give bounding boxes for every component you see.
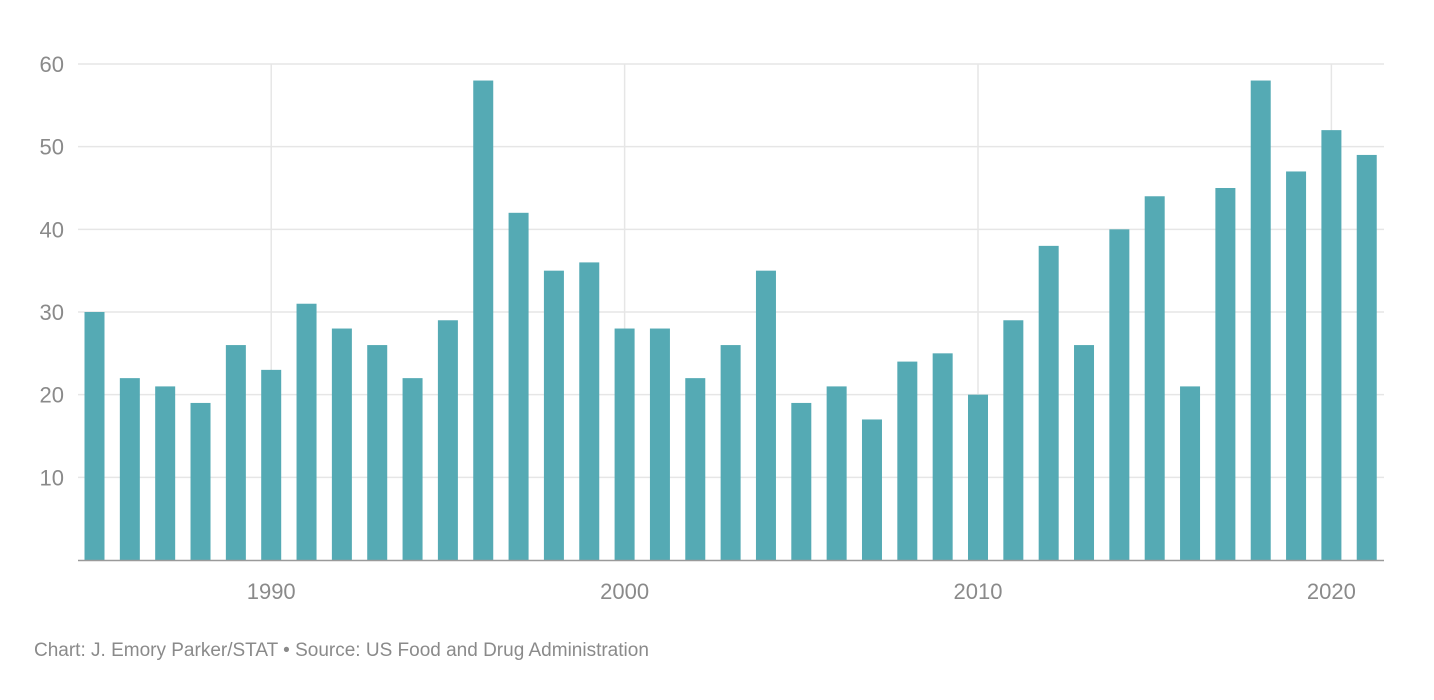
x-tick-label: 2010	[954, 579, 1003, 604]
bar-2021	[1356, 154, 1377, 560]
x-tick-label: 1990	[247, 579, 296, 604]
y-tick-label: 50	[40, 135, 64, 160]
bar-2005	[791, 402, 812, 560]
bar-2003	[720, 345, 741, 560]
bar-1986	[119, 378, 140, 560]
x-tick-label: 2000	[600, 579, 649, 604]
y-tick-label: 30	[40, 300, 64, 325]
bar-2001	[649, 328, 670, 560]
bar-2016	[1180, 386, 1201, 560]
bar-2009	[932, 353, 953, 560]
bar-2015	[1144, 196, 1165, 560]
bar-1994	[402, 378, 423, 560]
bar-1993	[367, 345, 388, 560]
bar-1985	[84, 312, 105, 560]
bar-2006	[826, 386, 847, 560]
bar-2018	[1250, 80, 1271, 561]
bar-2013	[1074, 345, 1095, 560]
bar-1992	[331, 328, 352, 560]
y-tick-label: 10	[40, 465, 64, 490]
bar-1990	[261, 369, 282, 560]
bar-1996	[473, 80, 494, 561]
bar-1997	[508, 212, 529, 561]
bar-1995	[437, 320, 458, 560]
chart-credit: Chart: J. Emory Parker/STAT • Source: US…	[34, 640, 649, 661]
y-tick-label: 60	[40, 52, 64, 77]
bars	[84, 80, 1377, 561]
bar-1989	[225, 345, 246, 560]
bar-2000	[614, 328, 635, 560]
bar-1999	[579, 262, 600, 560]
x-tick-label: 2020	[1307, 579, 1356, 604]
bar-2004	[755, 270, 776, 560]
bar-2002	[685, 378, 706, 560]
bar-2010	[968, 394, 988, 560]
bar-1991	[296, 303, 317, 560]
bar-2017	[1215, 188, 1236, 560]
y-tick-label: 40	[40, 217, 64, 242]
bar-1998	[543, 270, 564, 560]
bar-2008	[897, 361, 918, 560]
bar-1987	[155, 386, 176, 560]
bar-2011	[1003, 320, 1024, 560]
bar-2019	[1286, 171, 1307, 560]
bar-2014	[1109, 229, 1130, 561]
bar-2007	[861, 419, 882, 560]
bar-1988	[190, 402, 211, 560]
axes: 10 20 30 40 50 60 1990 2000 2010 2020	[40, 52, 1384, 604]
grid	[78, 63, 1384, 560]
y-tick-label: 20	[40, 383, 64, 408]
bar-2012	[1038, 245, 1059, 560]
bar-2020	[1321, 130, 1342, 560]
bar-chart: 10 20 30 40 50 60 1990 2000 2010 2020	[40, 52, 1384, 604]
